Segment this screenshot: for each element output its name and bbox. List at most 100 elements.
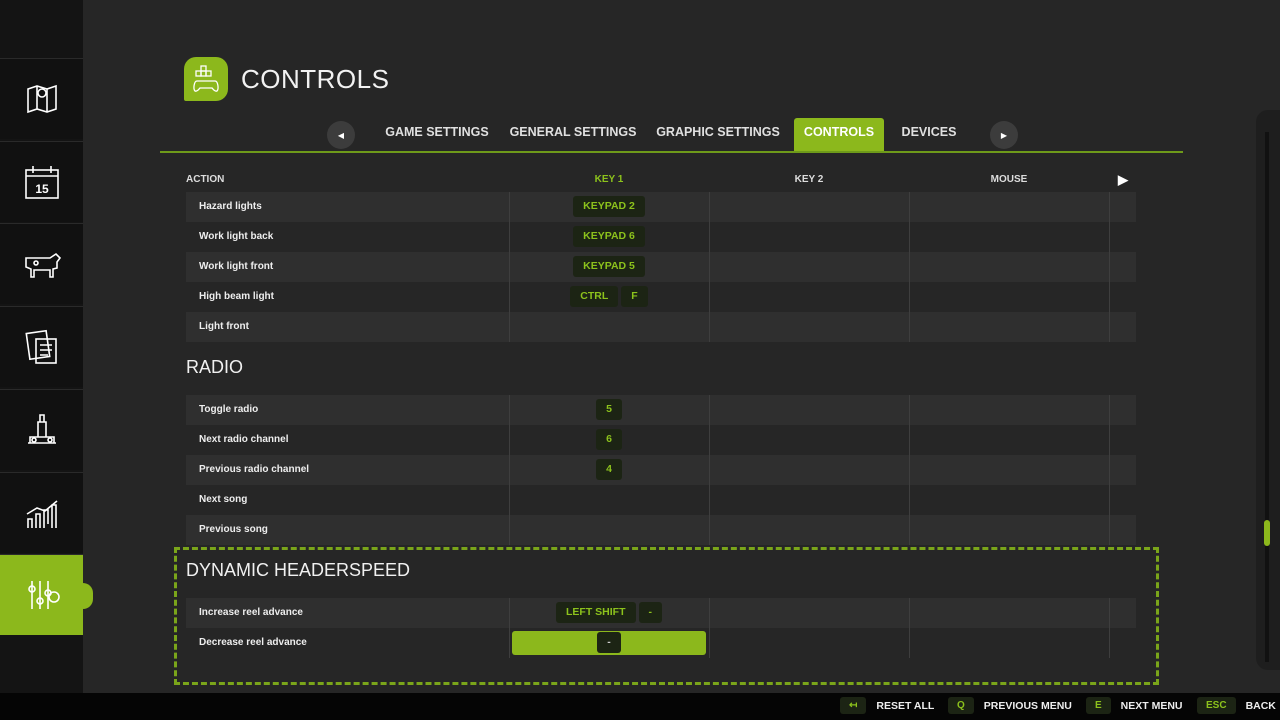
key-hint: E bbox=[1086, 697, 1111, 714]
tab-controls[interactable]: CONTROLS bbox=[794, 118, 884, 152]
tab-devices[interactable]: DEVICES bbox=[901, 125, 957, 139]
section-title: RADIO bbox=[186, 357, 244, 377]
key-chip[interactable]: F bbox=[621, 286, 648, 307]
footer-button-back[interactable]: ESC BACK bbox=[1197, 697, 1276, 714]
footer-bar: ↤ RESET ALL Q PREVIOUS MENU E NEXT MENU ESC BAC… bbox=[0, 693, 1280, 720]
action-label: Previous radio channel bbox=[199, 464, 310, 475]
column-divider bbox=[709, 455, 710, 485]
key-chip[interactable]: KEYPAD 2 bbox=[573, 196, 645, 217]
column-divider bbox=[509, 252, 510, 282]
column-mouse[interactable]: MOUSE bbox=[990, 174, 1028, 185]
key-chip[interactable]: 4 bbox=[596, 459, 622, 480]
tab-underline bbox=[160, 151, 1183, 153]
action-label: Work light front bbox=[199, 261, 274, 272]
column-key1[interactable]: KEY 1 bbox=[594, 174, 624, 185]
key-hint: ESC bbox=[1197, 697, 1236, 714]
column-divider bbox=[909, 222, 910, 252]
column-divider bbox=[509, 425, 510, 455]
cow-icon bbox=[24, 253, 61, 279]
sidebar-item-contracts[interactable] bbox=[0, 306, 83, 388]
column-divider bbox=[1109, 515, 1110, 545]
column-divider bbox=[709, 282, 710, 312]
binding-row[interactable]: Next song bbox=[186, 485, 1136, 515]
column-divider bbox=[1109, 282, 1110, 312]
action-label: Previous song bbox=[199, 524, 268, 535]
column-divider bbox=[709, 192, 710, 222]
action-label: Next song bbox=[199, 494, 248, 505]
column-divider bbox=[509, 192, 510, 222]
sidebar-item-map[interactable] bbox=[0, 58, 83, 139]
column-divider bbox=[909, 628, 910, 658]
key-hint: Q bbox=[948, 697, 974, 714]
column-key2[interactable]: KEY 2 bbox=[794, 174, 824, 185]
statistics-icon bbox=[26, 499, 58, 528]
binding-row[interactable]: Toggle radio 5 bbox=[186, 395, 1136, 425]
tab-game-settings[interactable]: GAME SETTINGS bbox=[385, 125, 489, 139]
sidebar-item-statistics[interactable] bbox=[0, 471, 83, 553]
section-header: RADIO bbox=[186, 342, 1136, 395]
footer-button-next-menu[interactable]: E NEXT MENU bbox=[1086, 697, 1183, 714]
tab-graphic-settings[interactable]: GRAPHIC SETTINGS bbox=[656, 125, 780, 139]
column-divider bbox=[909, 455, 910, 485]
highlight-box bbox=[174, 547, 1159, 685]
key-chip[interactable]: - bbox=[638, 602, 662, 623]
footer-button-previous-menu[interactable]: Q PREVIOUS MENU bbox=[948, 697, 1072, 714]
sidebar-item-calendar[interactable]: 15 bbox=[0, 140, 83, 222]
binding-row[interactable]: Hazard lights KEYPAD 2 bbox=[186, 192, 1136, 222]
column-divider bbox=[1109, 192, 1110, 222]
key-chip[interactable]: - bbox=[597, 632, 621, 653]
section-header: DYNAMIC HEADERSPEED bbox=[186, 545, 1136, 598]
binding-row[interactable]: Previous song bbox=[186, 515, 1136, 545]
map-icon bbox=[26, 84, 57, 114]
sidebar-item-production[interactable] bbox=[0, 388, 83, 470]
column-divider bbox=[909, 312, 910, 342]
column-divider bbox=[709, 252, 710, 282]
key-chip[interactable]: CTRL bbox=[570, 286, 619, 307]
binding-row[interactable]: Work light front KEYPAD 5 bbox=[186, 252, 1136, 282]
footer-button-reset-all[interactable]: ↤ RESET ALL bbox=[840, 697, 934, 714]
binding-row[interactable]: Next radio channel 6 bbox=[186, 425, 1136, 455]
key-chip[interactable]: 5 bbox=[596, 399, 622, 420]
column-divider bbox=[709, 598, 710, 628]
calendar-icon: 15 bbox=[24, 165, 59, 199]
column-divider bbox=[509, 455, 510, 485]
action-label: Toggle radio bbox=[199, 404, 259, 415]
column-divider bbox=[1109, 222, 1110, 252]
column-action: ACTION bbox=[186, 174, 225, 185]
key-chip[interactable]: 6 bbox=[596, 429, 622, 450]
sidebar-item-cow[interactable] bbox=[0, 223, 83, 305]
binding-row[interactable]: Previous radio channel 4 bbox=[186, 455, 1136, 485]
key-chip[interactable]: LEFT SHIFT bbox=[556, 602, 636, 623]
tab-prev-button[interactable]: ◀ bbox=[327, 121, 355, 149]
column-divider bbox=[909, 282, 910, 312]
binding-row[interactable]: Work light back KEYPAD 6 bbox=[186, 222, 1136, 252]
action-label: High beam light bbox=[199, 291, 274, 302]
column-divider bbox=[909, 252, 910, 282]
bindings-list: Hazard lights KEYPAD 2 Work light back KEYP… bbox=[186, 192, 1136, 658]
column-divider bbox=[1109, 628, 1110, 658]
column-divider bbox=[909, 515, 910, 545]
sidebar: 15 bbox=[0, 0, 93, 693]
column-divider bbox=[709, 485, 710, 515]
svg-text:15: 15 bbox=[35, 182, 49, 196]
binding-row[interactable]: Decrease reel advance - bbox=[186, 628, 1136, 658]
column-divider bbox=[709, 425, 710, 455]
key-chip[interactable]: KEYPAD 5 bbox=[573, 256, 645, 277]
binding-row[interactable]: Increase reel advance LEFT SHIFT - bbox=[186, 598, 1136, 628]
column-divider bbox=[509, 222, 510, 252]
column-divider bbox=[509, 312, 510, 342]
action-label: Hazard lights bbox=[199, 201, 262, 212]
column-next-icon[interactable]: ▶ bbox=[1118, 172, 1128, 187]
column-divider bbox=[1109, 425, 1110, 455]
sidebar-item-settings-sliders[interactable] bbox=[0, 554, 93, 636]
footer-label: BACK bbox=[1245, 699, 1276, 712]
tab-next-button[interactable]: ▶ bbox=[990, 121, 1018, 149]
scrollbar[interactable] bbox=[1256, 110, 1280, 670]
scrollbar-thumb[interactable] bbox=[1264, 520, 1270, 546]
tab-general-settings[interactable]: GENERAL SETTINGS bbox=[509, 125, 637, 139]
contracts-icon bbox=[24, 329, 57, 364]
binding-row[interactable]: High beam light CTRL F bbox=[186, 282, 1136, 312]
binding-row[interactable]: Light front bbox=[186, 312, 1136, 342]
column-divider bbox=[709, 515, 710, 545]
key-chip[interactable]: KEYPAD 6 bbox=[573, 226, 645, 247]
